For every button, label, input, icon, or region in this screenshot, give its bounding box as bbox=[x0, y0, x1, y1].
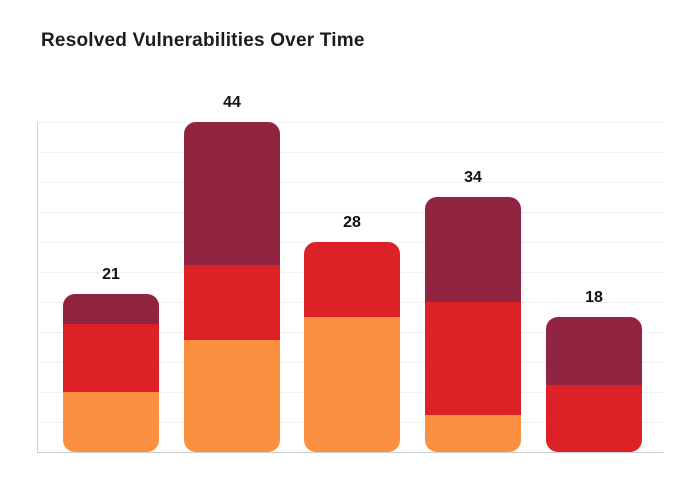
stacked-bar bbox=[304, 242, 400, 452]
orange-bottom-segment bbox=[184, 339, 280, 452]
bar-value-label: 21 bbox=[102, 266, 120, 283]
bar-value-label: 18 bbox=[585, 289, 603, 306]
red-middle-segment bbox=[425, 302, 521, 415]
red-middle-segment bbox=[63, 324, 159, 392]
maroon-top-segment bbox=[425, 197, 521, 302]
red-middle-segment bbox=[304, 242, 400, 317]
red-middle-segment bbox=[546, 384, 642, 452]
bar-value-label: 28 bbox=[343, 214, 361, 231]
gridline bbox=[38, 182, 664, 183]
gridline bbox=[38, 122, 664, 123]
gridline bbox=[38, 152, 664, 153]
maroon-top-segment bbox=[546, 317, 642, 385]
maroon-top-segment bbox=[63, 294, 159, 324]
plot-area: 21 44 28 34 18 bbox=[37, 94, 664, 453]
orange-bottom-segment bbox=[63, 391, 159, 452]
gridline bbox=[38, 212, 664, 213]
red-middle-segment bbox=[184, 264, 280, 340]
orange-bottom-segment bbox=[304, 317, 400, 452]
orange-bottom-segment bbox=[425, 414, 521, 452]
stacked-bar bbox=[546, 317, 642, 452]
stacked-bar bbox=[63, 294, 159, 452]
chart-title: Resolved Vulnerabilities Over Time bbox=[41, 30, 365, 51]
stacked-bar bbox=[184, 122, 280, 452]
bar-value-label: 44 bbox=[223, 94, 241, 111]
stacked-bar bbox=[425, 197, 521, 452]
maroon-top-segment bbox=[184, 122, 280, 265]
bar-value-label: 34 bbox=[464, 169, 482, 186]
